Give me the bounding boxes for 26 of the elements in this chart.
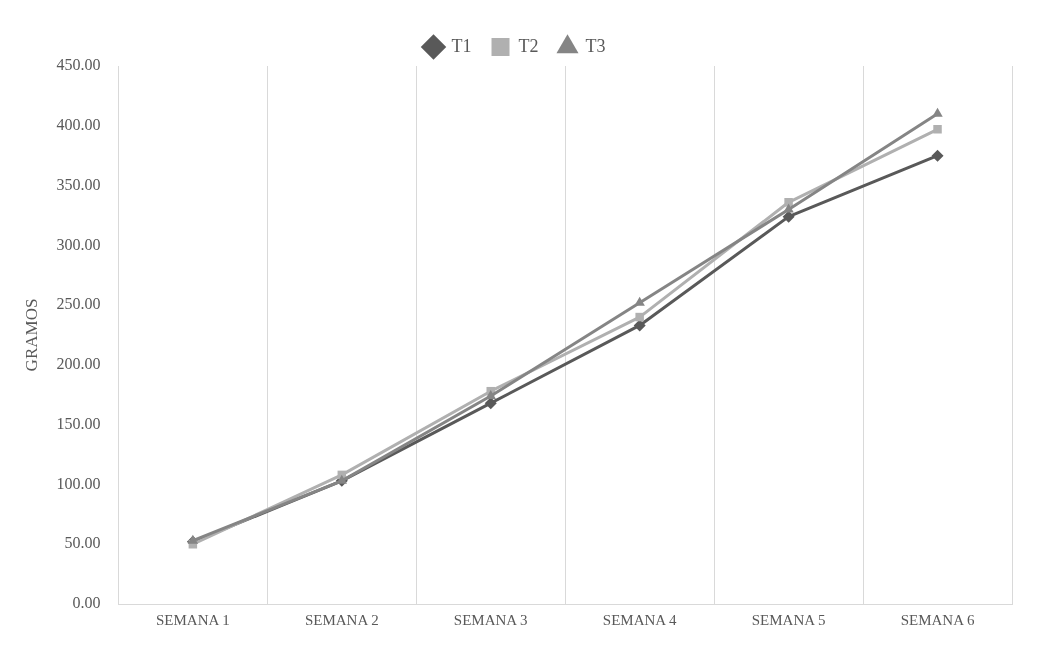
- y-axis-title: GRAMOS: [21, 298, 41, 372]
- x-tick-label: SEMANA 6: [900, 611, 975, 628]
- x-tick-label: SEMANA 4: [602, 611, 678, 628]
- y-tick-label: 400.00: [56, 115, 101, 133]
- x-tick-label: SEMANA 5: [751, 611, 826, 628]
- y-tick-label: 350.00: [56, 175, 101, 193]
- y-tick-label: 450.00: [56, 56, 101, 74]
- y-tick-label: 250.00: [56, 295, 101, 313]
- legend-label: T3: [585, 35, 606, 56]
- y-tick-label: 50.00: [64, 534, 101, 552]
- x-tick-label: SEMANA 3: [453, 611, 528, 628]
- y-tick-label: 100.00: [56, 474, 101, 492]
- y-tick-label: 150.00: [56, 414, 101, 432]
- point: [933, 125, 942, 134]
- point: [932, 107, 943, 117]
- point: [187, 534, 199, 544]
- point: [931, 149, 944, 162]
- x-tick-label: SEMANA 1: [155, 611, 230, 628]
- point: [635, 312, 644, 322]
- y-tick-label: 0.00: [72, 594, 101, 612]
- y-tick-label: 300.00: [56, 235, 101, 253]
- legend-label: T1: [451, 35, 472, 56]
- point: [634, 296, 645, 306]
- legend-label: T2: [518, 35, 539, 56]
- x-tick-label: SEMANA 2: [304, 611, 379, 628]
- y-tick-label: 200.00: [56, 355, 101, 373]
